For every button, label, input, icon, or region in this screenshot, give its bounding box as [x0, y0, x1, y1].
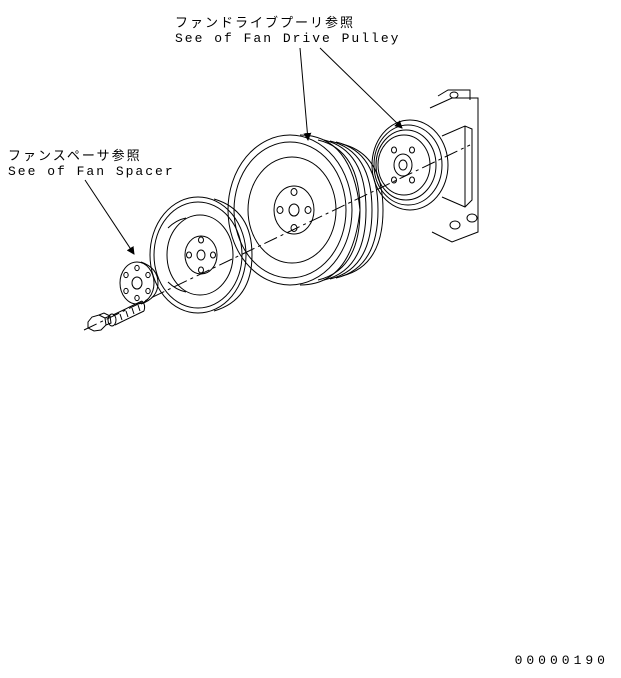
fan-drive-bracket [372, 90, 478, 242]
plain-pulley [150, 197, 252, 313]
exploded-view-svg [0, 0, 621, 678]
diagram-canvas: ファンドライブプーリ参照 See of Fan Drive Pulley ファン… [0, 0, 621, 678]
axis-line [84, 145, 470, 330]
leader-arrows [85, 48, 402, 254]
